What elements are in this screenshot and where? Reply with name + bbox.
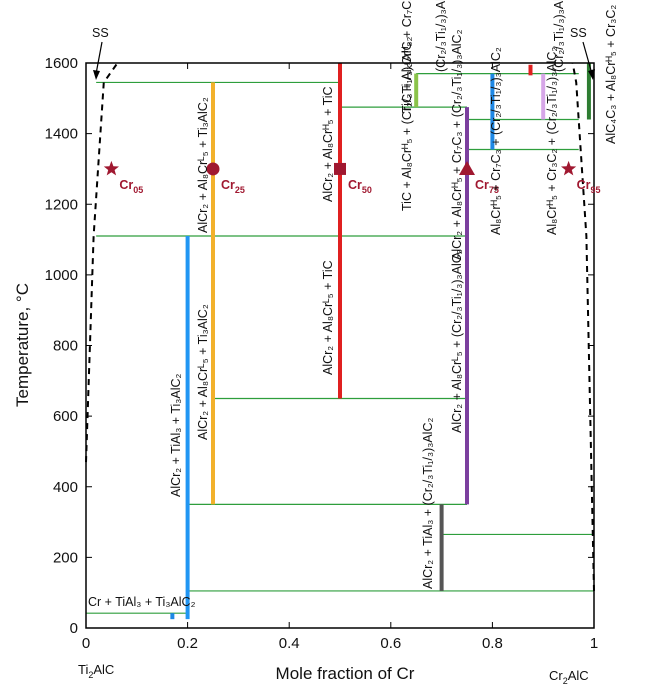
region-label: AlCr₂ + TiAl₃ + Ti₃AlC₂ [169, 373, 183, 497]
y-axis-label: Temperature, °C [13, 283, 32, 407]
x-tick-label: 0.2 [177, 635, 198, 652]
axis-ticks: 0 0.2 0.4 0.6 0.8 1 0 200 400 600 800 1000 1200 1400 1… [45, 55, 599, 652]
phase-lines [86, 72, 594, 614]
point-marker [103, 160, 119, 176]
point-marker [561, 160, 577, 176]
y-tick-label: 600 [53, 408, 78, 425]
y-tick-label: 0 [70, 620, 78, 637]
point-label: Cr95 [577, 178, 601, 195]
x-tick-label: 0 [82, 635, 90, 652]
point-marker [334, 162, 346, 175]
region-label: AlCr₂ + Al₈Crᴴ₅ + Cr₇C₃ + (Cr₂/₃Ti₁/₃)₃A… [450, 29, 464, 260]
region-label: AlCr₂ + Al₈Crᴸ₅ + Ti₃AlC₂ [196, 97, 210, 233]
region-label: AlCr₂ + Al₈Crᴴ₅ + TiC [321, 86, 335, 202]
region-label: AlCr₂ + TiAl₃ + (Cr₂/₃Ti₁/₃)₃AlC₂ [421, 418, 435, 589]
region-label: (Cr₂/₃Ti₁/₃)₃AlC₂ [552, 0, 566, 72]
data-points: Cr05 Cr25 Cr50 Cr75 Cr95 [103, 160, 601, 195]
ss-arrowhead-right [588, 69, 595, 80]
left-end-label: Ti2AlC [78, 662, 114, 680]
point-marker [459, 160, 475, 175]
region-label: Cr + TiAl₃ + Ti₃AlC₂ [88, 595, 196, 609]
solid-solution-boundaries [85, 41, 595, 591]
point-label: Cr75 [475, 178, 499, 195]
x-tick-label: 1 [590, 635, 598, 652]
y-tick-label: 400 [53, 479, 78, 496]
y-tick-label: 1600 [45, 55, 78, 72]
ss-right-label: SS [570, 26, 587, 40]
y-tick-label: 1000 [45, 267, 78, 284]
point-label: Cr25 [221, 178, 245, 195]
ss-boundary-left [85, 62, 119, 463]
point-label: Cr50 [348, 178, 372, 195]
region-label: AlC₄C₃ + Al₈Crᴴ₅ + Cr₃C₂ [604, 5, 618, 144]
x-tick-label: 0.4 [279, 635, 300, 652]
x-axis-label: Mole fraction of Cr [276, 664, 415, 683]
ss-arrow-right [582, 41, 593, 75]
y-tick-label: 1400 [45, 126, 78, 143]
y-tick-label: 800 [53, 338, 78, 355]
right-end-label: Cr2AlC [549, 668, 589, 686]
region-label: Al₈Crᴴ₅ + Cr₇C₃ + (Cr₂/₃Ti₁/₃)₃AlC₂ [489, 47, 503, 235]
region-label: TiC + Al₈Crᴴ₅ + (Cr₂/₃Ti₁/₃)₃AlC₂ [400, 36, 414, 211]
point-label: Cr05 [119, 178, 143, 195]
region-label: AlCr₂ + Al₈Crᴸ₅ + (Cr₂/₃Ti₁/₃)₃AlC₂ [450, 249, 464, 433]
ss-arrow-left [95, 41, 103, 75]
region-label: AlCr₂ + Al₈Crᴸ₅ + TiC [321, 260, 335, 375]
ss-left-label: SS [92, 26, 109, 40]
region-label: AlCr₂ + Al₈Crᴸ₅ + Ti₃AlC₂ [196, 304, 210, 440]
ss-boundary-right [571, 62, 595, 591]
region-label: Al₈Crᴴ₅ + Cr₃C₂ + (Cr₂/₃Ti₁/₃)₃AlC₂ [545, 47, 559, 235]
region-label: TiC + AlₓCrᴴ₈ + Cr₇C₃ [400, 0, 414, 113]
point-marker [206, 162, 220, 176]
vertical-phase-lines [170, 63, 591, 620]
x-tick-label: 0.6 [380, 635, 401, 652]
y-tick-label: 200 [53, 549, 78, 566]
ss-arrowhead-left [93, 70, 100, 80]
region-label: (Cr₂/₃Ti₁/₃)₃AlC₂ [434, 0, 448, 72]
x-tick-label: 0.8 [482, 635, 503, 652]
y-tick-label: 1200 [45, 196, 78, 213]
